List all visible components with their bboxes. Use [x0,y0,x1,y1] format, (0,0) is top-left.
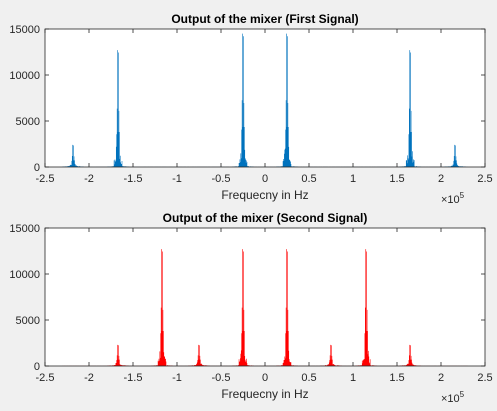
x-tick-label: 1 [350,372,356,384]
y-tick-label: 0 [34,361,40,373]
x-exponent-base: ×10 [441,194,460,206]
x-tick-label: -2 [84,372,94,384]
x-tick-label: 1 [350,173,356,185]
x-tick-label: -2 [84,173,94,185]
x-tick-label: 1.5 [389,372,404,384]
x-tick-label: 2.5 [477,173,492,185]
x-tick-label: -1 [172,173,182,185]
y-tick-label: 5000 [16,315,40,327]
x-axis-label: Frequecny in Hz [221,387,308,401]
subplot-first-signal: -2.5 -2 -1.5 -1 -0.5 0 0.5 1 1.5 2 2.5 0 5000 10000 15… [9,12,492,206]
chart-title: Output of the mixer (Second Signal) [163,211,368,225]
x-tick-label: 0 [262,173,268,185]
x-exponent-power: 5 [460,390,465,399]
x-tick-label: 2 [438,173,444,185]
x-tick-label: -1.5 [124,372,143,384]
y-tick-label: 0 [34,162,40,174]
y-tick-label: 10000 [9,70,40,82]
x-tick-label: -2.5 [36,372,55,384]
x-tick-label: -1.5 [124,173,143,185]
x-tick-label: 0 [262,372,268,384]
x-tick-label: 2.5 [477,372,492,384]
x-tick-label: -0.5 [212,372,231,384]
x-exponent-power: 5 [460,191,465,200]
y-tick-label: 15000 [9,24,40,36]
axes-frame [44,28,486,168]
x-exponent: ×105 [441,390,465,405]
x-tick-label: 1.5 [389,173,404,185]
x-tick-label: 2 [438,372,444,384]
y-tick-label: 10000 [9,269,40,281]
x-exponent: ×105 [441,191,465,206]
ticks-layer: -2.5 -2 -1.5 -1 -0.5 0 0.5 1 1.5 2 2.5 0 5000 10000 15… [9,223,492,384]
x-tick-label: 0.5 [301,173,316,185]
x-exponent-base: ×10 [441,393,460,405]
y-tick-label: 15000 [9,223,40,235]
axes-background [45,228,485,366]
x-axis-label: Frequecny in Hz [221,188,308,202]
y-tick-label: 5000 [16,116,40,128]
subplot-second-signal: -2.5 -2 -1.5 -1 -0.5 0 0.5 1 1.5 2 2.5 0 5000 10000 15… [9,211,492,405]
ticks-layer: -2.5 -2 -1.5 -1 -0.5 0 0.5 1 1.5 2 2.5 0 5000 10000 15… [9,24,492,185]
axes-background [45,29,485,167]
x-tick-label: -1 [172,372,182,384]
axes-frame [44,227,486,367]
chart-title: Output of the mixer (First Signal) [171,12,358,26]
x-tick-label: 0.5 [301,372,316,384]
x-tick-label: -2.5 [36,173,55,185]
x-tick-label: -0.5 [212,173,231,185]
